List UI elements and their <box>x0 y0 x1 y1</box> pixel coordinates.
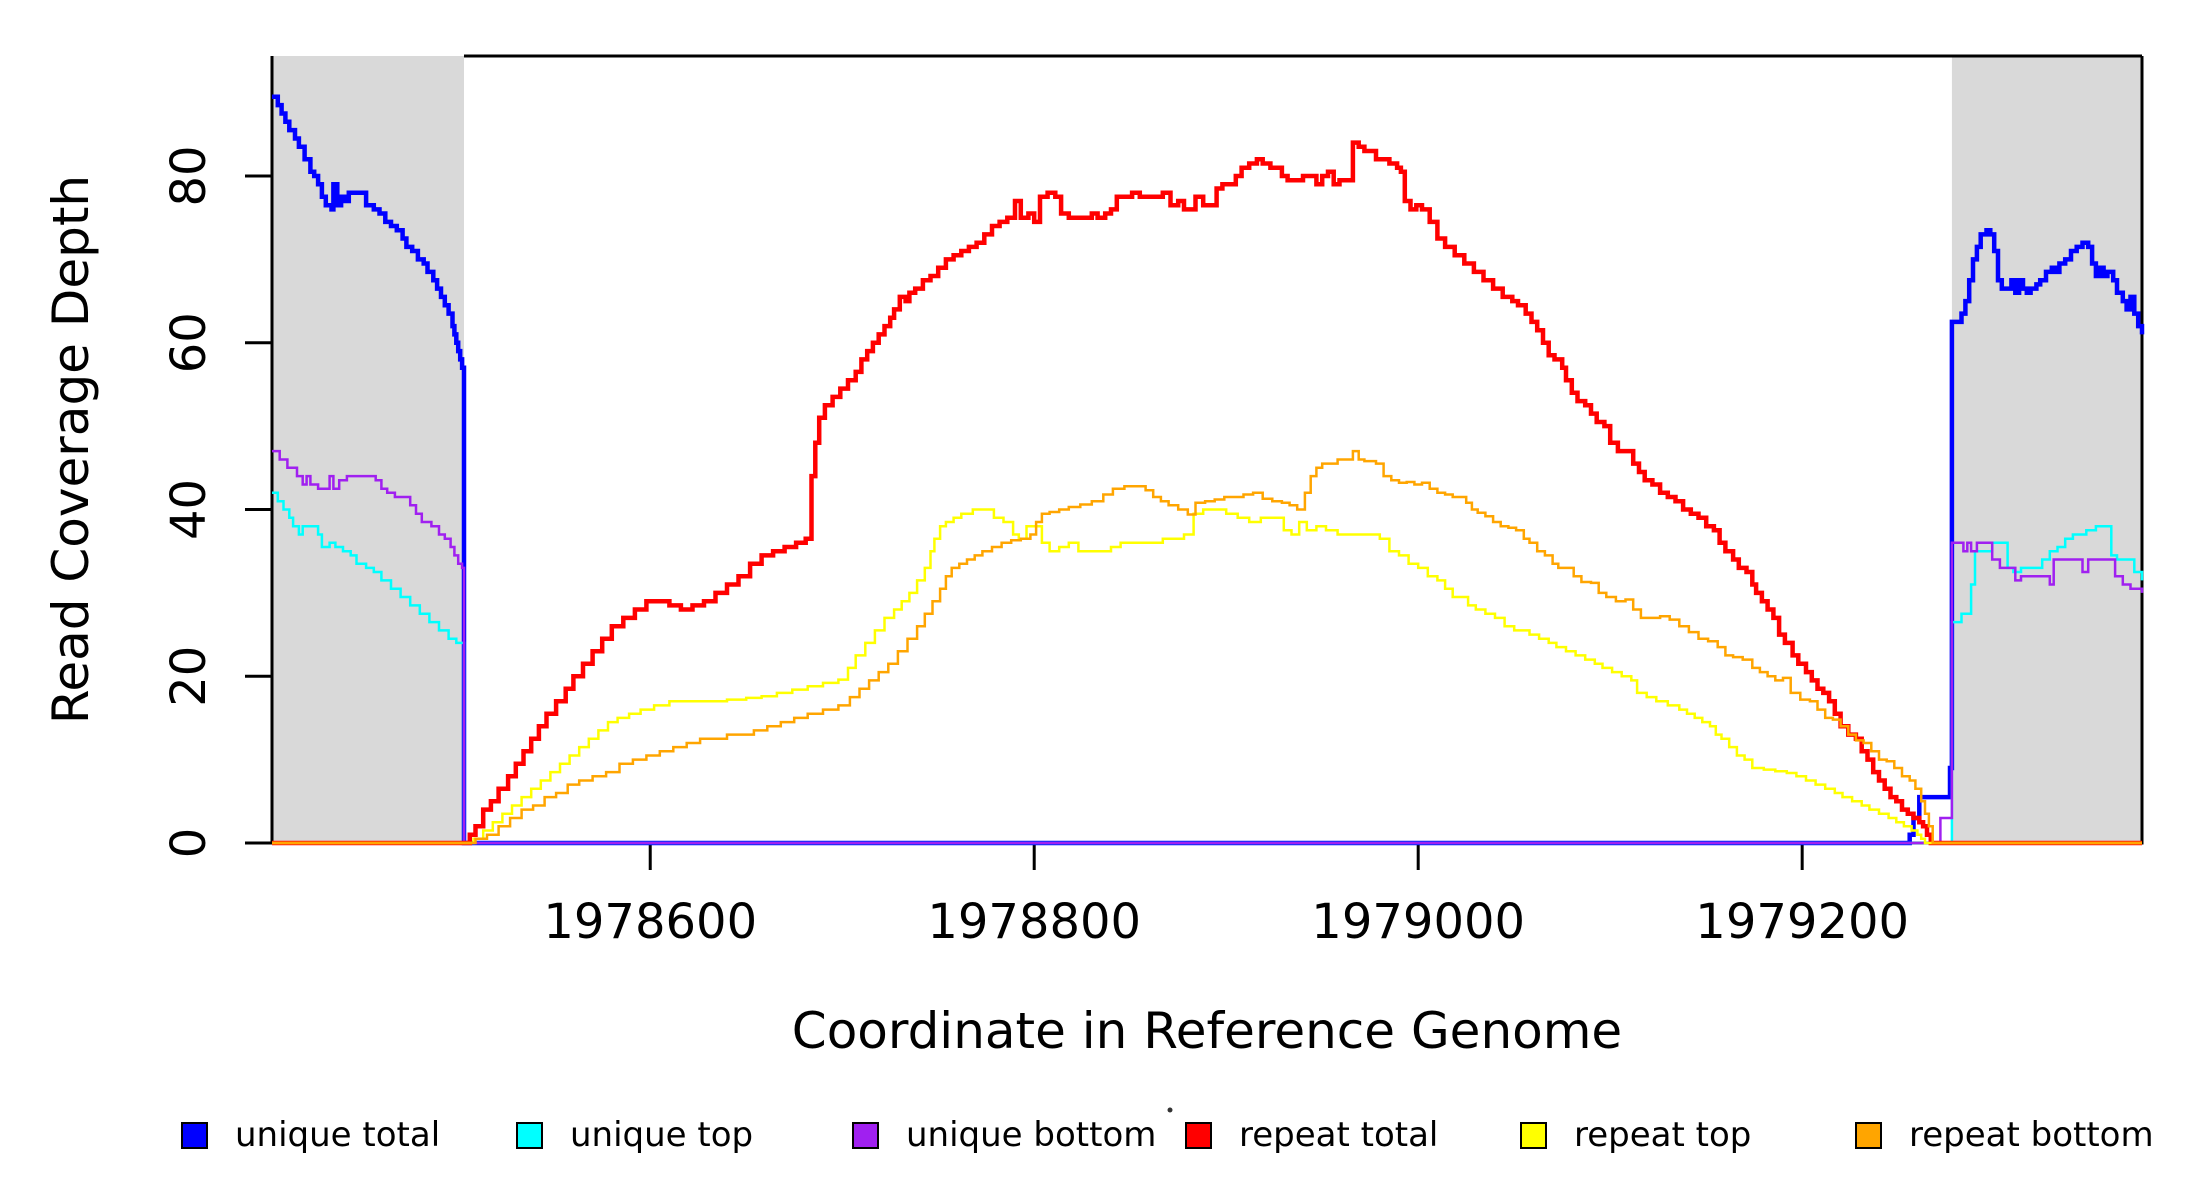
x-tick-label: 1978800 <box>927 894 1141 950</box>
legend-item-unique-bottom: unique bottom <box>852 1115 1156 1155</box>
legend-label: repeat top <box>1574 1115 1751 1155</box>
legend-item-repeat-total: repeat total <box>1185 1115 1438 1155</box>
legend-swatch-unique_bottom <box>852 1122 879 1149</box>
x-tick-label: 1978600 <box>543 894 757 950</box>
series-unique-bottom-line <box>272 449 2144 845</box>
y-tick-label: 0 <box>161 828 217 859</box>
y-tick-label: 80 <box>161 145 217 206</box>
plot-frame <box>270 54 2144 845</box>
legend-item-repeat-bottom: repeat bottom <box>1855 1115 2154 1155</box>
series-repeat-bottom-line <box>272 449 2142 845</box>
shaded-region-right <box>1951 56 2142 843</box>
series-unique-total-line <box>272 94 2145 846</box>
stray-dot-artifact <box>1167 1107 1173 1113</box>
x-tick-label: 1979200 <box>1695 894 1909 950</box>
legend-label: repeat total <box>1239 1115 1438 1155</box>
y-tick-label: 60 <box>161 312 217 373</box>
legend-item-repeat-top: repeat top <box>1520 1115 1751 1155</box>
legend-item-unique-top: unique top <box>516 1115 753 1155</box>
shaded-repeat-flank-regions <box>272 56 2142 843</box>
legend-label: repeat bottom <box>1909 1115 2154 1155</box>
legend: unique total unique top unique bottom repea… <box>181 1107 2154 1155</box>
x-axis-title: Coordinate in Reference Genome <box>792 1002 1622 1060</box>
legend-swatch-repeat_bottom <box>1855 1122 1882 1149</box>
coverage-series <box>272 94 2145 846</box>
y-axis-title: Read Coverage Depth <box>42 175 100 724</box>
axis-labels: 1978600 1978800 1979000 1979200 0 20 40 60 80 Coo… <box>42 145 1909 1060</box>
shaded-region-left <box>272 56 464 843</box>
series-unique-top-line <box>272 491 2144 845</box>
legend-label: unique total <box>235 1115 440 1155</box>
y-tick-label: 20 <box>161 646 217 707</box>
x-tick-label: 1979000 <box>1311 894 1525 950</box>
legend-label: unique bottom <box>906 1115 1156 1155</box>
series-repeat-total-line <box>272 140 2142 846</box>
legend-swatch-unique_total <box>181 1122 208 1149</box>
legend-swatch-unique_top <box>516 1122 543 1149</box>
legend-label: unique top <box>570 1115 753 1155</box>
legend-item-unique-total: unique total <box>181 1115 440 1155</box>
legend-swatch-repeat_total <box>1185 1122 1212 1149</box>
series-repeat-top-line <box>272 508 2142 845</box>
legend-swatch-repeat_top <box>1520 1122 1547 1149</box>
y-tick-label: 40 <box>161 479 217 540</box>
axis-ticks <box>245 174 1804 870</box>
